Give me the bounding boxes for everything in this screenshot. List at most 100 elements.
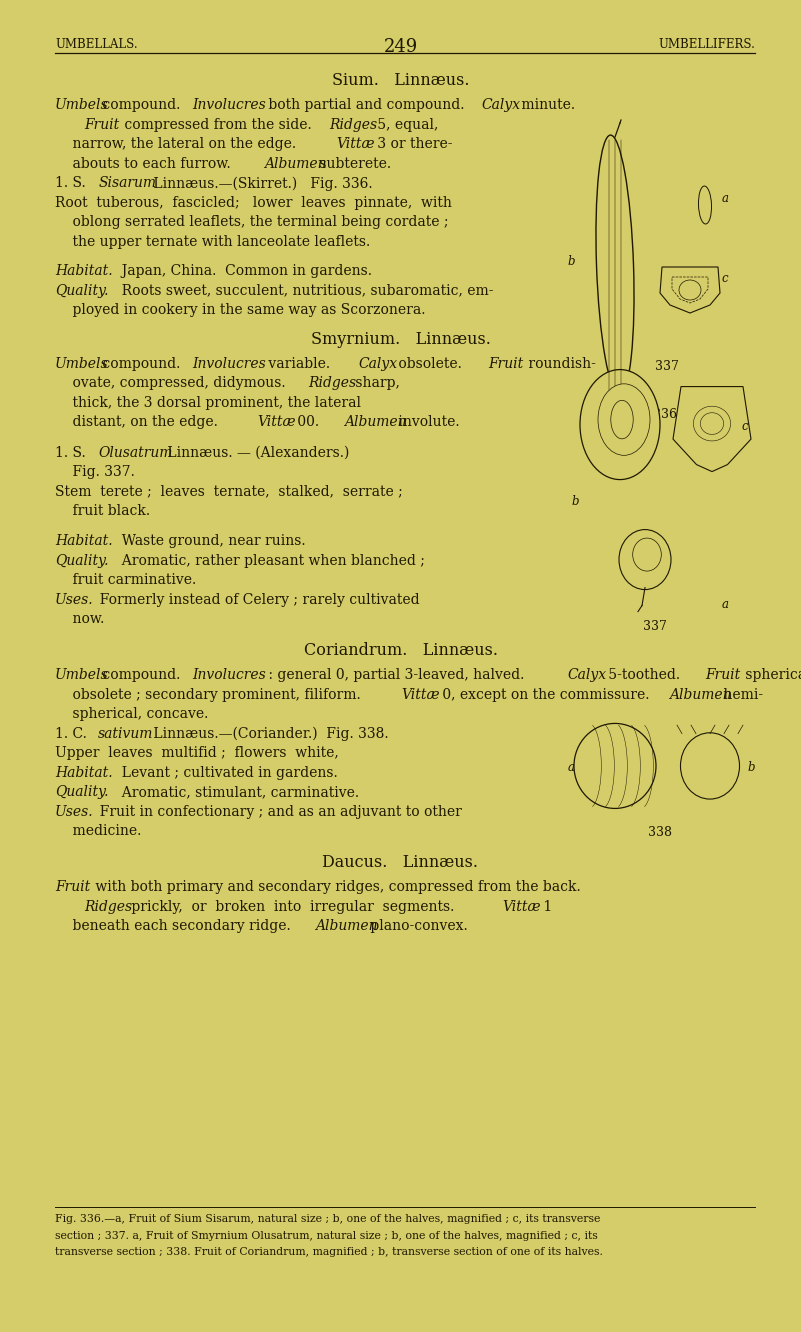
Text: narrow, the lateral on the edge.: narrow, the lateral on the edge. — [55, 137, 309, 152]
Text: compressed from the side.: compressed from the side. — [120, 117, 325, 132]
Text: both partial and compound.: both partial and compound. — [264, 99, 478, 112]
Text: with both primary and secondary ridges, compressed from the back.: with both primary and secondary ridges, … — [91, 880, 581, 894]
Ellipse shape — [574, 723, 656, 809]
Text: compound.: compound. — [99, 357, 194, 370]
Text: Upper  leaves  multifid ;  flowers  white,: Upper leaves multifid ; flowers white, — [55, 746, 339, 761]
Text: Involucres: Involucres — [192, 669, 266, 682]
Ellipse shape — [633, 538, 662, 571]
Text: c: c — [742, 420, 749, 433]
Text: Quality.: Quality. — [55, 284, 108, 297]
Text: Japan, China.  Common in gardens.: Japan, China. Common in gardens. — [113, 264, 372, 278]
Text: Roots sweet, succulent, nutritious, subaromatic, em-: Roots sweet, succulent, nutritious, suba… — [113, 284, 493, 297]
Text: Ridges: Ridges — [84, 899, 132, 914]
Text: Linnæus. — (Alexanders.): Linnæus. — (Alexanders.) — [163, 446, 350, 460]
Text: roundish-: roundish- — [525, 357, 596, 370]
Text: Umbels: Umbels — [55, 669, 109, 682]
Text: section ; 337. a, Fruit of Smyrnium Olusatrum, natural size ; b, one of the halv: section ; 337. a, Fruit of Smyrnium Olus… — [55, 1231, 598, 1240]
Text: minute.: minute. — [517, 99, 575, 112]
Text: Linnæus.—(Skirret.)   Fig. 336.: Linnæus.—(Skirret.) Fig. 336. — [149, 176, 372, 190]
Polygon shape — [672, 277, 708, 302]
Text: 249: 249 — [384, 39, 417, 56]
Text: Fruit: Fruit — [84, 117, 119, 132]
Text: 338: 338 — [648, 826, 672, 839]
Text: obsolete.: obsolete. — [394, 357, 476, 370]
Text: 00.: 00. — [293, 416, 332, 429]
Text: Calyx: Calyx — [481, 99, 520, 112]
Text: Fruit: Fruit — [705, 669, 740, 682]
Text: c: c — [722, 272, 729, 285]
Text: b: b — [568, 254, 575, 268]
Text: now.: now. — [55, 613, 104, 626]
Text: Calyx: Calyx — [568, 669, 607, 682]
Text: Aromatic, stimulant, carminative.: Aromatic, stimulant, carminative. — [113, 785, 359, 799]
Text: abouts to each furrow.: abouts to each furrow. — [55, 157, 244, 170]
Text: Umbels: Umbels — [55, 99, 109, 112]
Polygon shape — [673, 386, 751, 472]
Ellipse shape — [619, 530, 671, 590]
Text: a: a — [568, 761, 575, 774]
Text: Vittæ: Vittæ — [336, 137, 375, 152]
Text: 1. C.: 1. C. — [55, 727, 91, 741]
Text: Habitat.: Habitat. — [55, 264, 113, 278]
Text: Coriandrum.   Linnæus.: Coriandrum. Linnæus. — [304, 642, 497, 659]
Text: b: b — [572, 494, 579, 507]
Text: 1: 1 — [539, 899, 552, 914]
Text: Vittæ: Vittæ — [401, 687, 441, 702]
Text: fruit carminative.: fruit carminative. — [55, 573, 196, 587]
Text: transverse section ; 338. Fruit of Coriandrum, magnified ; b, transverse section: transverse section ; 338. Fruit of Coria… — [55, 1247, 603, 1257]
Text: Root  tuberous,  fascicled;   lower  leaves  pinnate,  with: Root tuberous, fascicled; lower leaves p… — [55, 196, 452, 210]
Text: distant, on the edge.: distant, on the edge. — [55, 416, 231, 429]
Text: Umbels: Umbels — [55, 357, 109, 370]
Text: involute.: involute. — [394, 416, 460, 429]
Text: Ridges: Ridges — [329, 117, 377, 132]
Text: 5-toothed.: 5-toothed. — [604, 669, 693, 682]
Text: subterete.: subterete. — [315, 157, 391, 170]
Text: thick, the 3 dorsal prominent, the lateral: thick, the 3 dorsal prominent, the later… — [55, 396, 361, 410]
Text: Albumen: Albumen — [315, 919, 377, 932]
Text: Levant ; cultivated in gardens.: Levant ; cultivated in gardens. — [113, 766, 337, 779]
Text: Stem  terete ;  leaves  ternate,  stalked,  serrate ;: Stem terete ; leaves ternate, stalked, s… — [55, 485, 403, 498]
Text: : general 0, partial 3-leaved, halved.: : general 0, partial 3-leaved, halved. — [264, 669, 538, 682]
Text: Calyx: Calyx — [358, 357, 397, 370]
Text: Aromatic, rather pleasant when blanched ;: Aromatic, rather pleasant when blanched … — [113, 554, 425, 567]
Text: beneath each secondary ridge.: beneath each secondary ridge. — [55, 919, 304, 932]
Text: Vittæ: Vittæ — [257, 416, 296, 429]
Text: compound.: compound. — [99, 669, 194, 682]
Ellipse shape — [596, 135, 634, 394]
Text: a: a — [722, 598, 729, 610]
Text: spherical, concave.: spherical, concave. — [55, 707, 208, 721]
Text: Albumen: Albumen — [344, 416, 406, 429]
Text: 337: 337 — [655, 360, 679, 373]
Text: obsolete ; secondary prominent, filiform.: obsolete ; secondary prominent, filiform… — [55, 687, 374, 702]
Text: sharp,: sharp, — [351, 377, 400, 390]
Text: Quality.: Quality. — [55, 785, 108, 799]
Polygon shape — [660, 266, 720, 313]
Text: b: b — [748, 761, 755, 774]
Text: ployed in cookery in the same way as Scorzonera.: ployed in cookery in the same way as Sco… — [55, 304, 425, 317]
Text: ovate, compressed, didymous.: ovate, compressed, didymous. — [55, 377, 299, 390]
Ellipse shape — [700, 413, 723, 434]
Text: fruit black.: fruit black. — [55, 503, 150, 518]
Text: Formerly instead of Celery ; rarely cultivated: Formerly instead of Celery ; rarely cult… — [91, 593, 420, 607]
Text: plano-convex.: plano-convex. — [365, 919, 467, 932]
Text: the upper ternate with lanceolate leaflets.: the upper ternate with lanceolate leafle… — [55, 234, 370, 249]
Text: Fig. 336.—a, Fruit of Sium Sisarum, natural size ; b, one of the halves, magnifi: Fig. 336.—a, Fruit of Sium Sisarum, natu… — [55, 1213, 601, 1224]
Text: Vittæ: Vittæ — [503, 899, 541, 914]
Text: 0, except on the commissure.: 0, except on the commissure. — [438, 687, 662, 702]
Text: Ridges: Ridges — [308, 377, 356, 390]
Text: Involucres: Involucres — [192, 99, 266, 112]
Text: 337: 337 — [643, 619, 667, 633]
Text: Uses.: Uses. — [55, 593, 94, 607]
Text: Uses.: Uses. — [55, 805, 94, 819]
Ellipse shape — [679, 280, 701, 300]
Text: Quality.: Quality. — [55, 554, 108, 567]
Text: Smyrnium.   Linnæus.: Smyrnium. Linnæus. — [311, 330, 490, 348]
Text: prickly,  or  broken  into  irregular  segments.: prickly, or broken into irregular segmen… — [127, 899, 468, 914]
Text: 1. S.: 1. S. — [55, 176, 91, 190]
Text: 5, equal,: 5, equal, — [372, 117, 438, 132]
Ellipse shape — [598, 384, 650, 456]
Text: sativum: sativum — [99, 727, 154, 741]
Text: medicine.: medicine. — [55, 825, 141, 838]
Text: oblong serrated leaflets, the terminal being cordate ;: oblong serrated leaflets, the terminal b… — [55, 216, 449, 229]
Text: Olusatrum: Olusatrum — [99, 446, 173, 460]
